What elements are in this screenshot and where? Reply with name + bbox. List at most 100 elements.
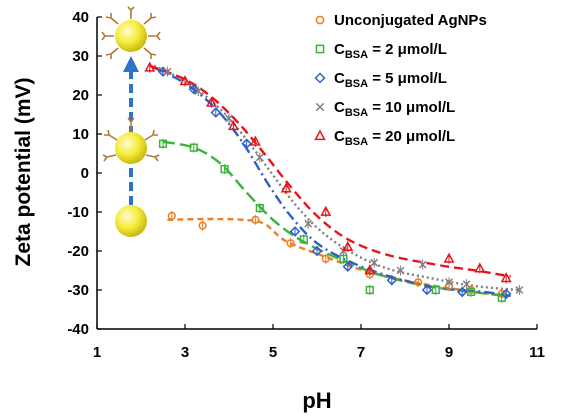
fit-line-series-1	[162, 140, 507, 298]
series-4-points	[144, 61, 512, 284]
legend-item-1: CBSA = 2 μmol/L	[315, 41, 447, 61]
legend-label-subscript: BSA	[345, 136, 368, 148]
legend-label-base: C	[334, 99, 345, 116]
legend-label-1: CBSA = 2 μmol/L	[334, 41, 447, 61]
data-point-series-2	[241, 138, 252, 150]
data-point-series-0	[251, 215, 260, 224]
legend-label-rest: = 2 μmol/L	[368, 41, 447, 58]
data-points	[144, 61, 524, 303]
data-point-series-2	[456, 286, 468, 298]
legend-label-base: C	[334, 41, 345, 58]
partly-conjugated-nanoparticle-icon	[102, 117, 160, 164]
y-tick-label: -10	[67, 204, 89, 221]
data-point-series-3	[194, 87, 203, 95]
legend-item-2: CBSA = 5 μmol/L	[314, 70, 447, 90]
legend-label-subscript: BSA	[345, 107, 368, 119]
x-tick-label: 9	[445, 344, 453, 361]
x-tick-label: 3	[181, 344, 189, 361]
legend-item-0: Unconjugated AgNPs	[315, 12, 487, 29]
legend-label-3: CBSA = 10 μmol/L	[334, 99, 455, 119]
legend-label-base: C	[334, 70, 345, 87]
data-point-series-3	[396, 266, 405, 275]
legend-marker-4	[314, 129, 326, 141]
y-tick-label: -40	[67, 321, 89, 338]
data-point-series-1	[365, 285, 374, 295]
legend-item-3: CBSA = 10 μmol/L	[315, 99, 455, 119]
y-axis-title: Zeta potential (mV)	[12, 77, 35, 266]
data-point-series-2	[289, 226, 301, 237]
data-point-series-2	[421, 284, 433, 296]
data-point-series-4	[364, 264, 376, 275]
data-point-series-1	[220, 164, 229, 174]
data-point-series-4	[205, 96, 217, 107]
data-point-series-4	[500, 272, 512, 283]
data-point-series-3	[304, 219, 313, 228]
data-point-series-3	[255, 153, 264, 162]
y-tick-label: 40	[72, 9, 89, 26]
data-point-series-2	[188, 83, 200, 95]
series-1-points	[158, 138, 506, 303]
bare-nanoparticle-icon	[115, 205, 147, 237]
data-point-series-4	[227, 120, 239, 131]
y-ticks: 40 30 20 10 0 -10 -20 -30 -40	[67, 9, 102, 338]
fit-line-series-0	[167, 217, 507, 298]
legend-label-base: C	[334, 128, 345, 145]
fully-conjugated-nanoparticle-icon	[101, 6, 161, 59]
legend-label-0: Unconjugated AgNPs	[334, 12, 487, 29]
data-point-series-4	[280, 182, 292, 193]
data-point-series-2	[386, 274, 398, 286]
data-point-series-3	[418, 260, 427, 269]
data-point-series-4	[443, 252, 455, 263]
data-point-series-3	[445, 278, 453, 287]
legend-item-4: CBSA = 20 μmol/L	[314, 128, 455, 148]
data-point-series-2	[210, 107, 222, 118]
y-tick-label: 0	[81, 165, 89, 182]
data-point-series-0	[167, 211, 176, 221]
series-3-points	[163, 66, 524, 295]
data-point-series-4	[342, 240, 354, 251]
y-tick-label: -30	[67, 282, 89, 299]
data-point-series-2	[500, 288, 512, 300]
y-tick-label: 30	[72, 48, 89, 65]
y-tick-label: 20	[72, 87, 89, 104]
y-tick-label: 10	[72, 126, 89, 143]
fit-lines	[149, 64, 520, 298]
legend-label-rest: = 10 μmol/L	[368, 99, 455, 116]
series-2-points	[157, 66, 512, 300]
legend-marker-3	[315, 102, 325, 112]
x-tick-label: 1	[93, 344, 101, 361]
legend-marker-0	[315, 15, 325, 25]
data-point-series-4	[179, 75, 191, 86]
fit-line-series-2	[153, 66, 511, 298]
legend-label-2: CBSA = 5 μmol/L	[334, 70, 447, 90]
x-ticks: 1 3 5 7 9 11	[93, 324, 545, 361]
legend-marker-1	[315, 44, 325, 54]
axes	[96, 17, 537, 330]
data-point-series-1	[431, 285, 440, 295]
data-point-series-0	[321, 254, 330, 263]
data-point-series-0	[414, 278, 423, 287]
data-point-series-2	[311, 245, 323, 257]
data-point-series-1	[466, 287, 476, 297]
fit-line-series-4	[149, 64, 511, 278]
data-point-series-4	[320, 205, 332, 216]
x-axis-title: pH	[302, 388, 331, 413]
legend-label-subscript: BSA	[345, 49, 368, 61]
legend-label-subscript: BSA	[345, 78, 368, 90]
data-point-series-3	[225, 114, 233, 123]
legend-label-rest: = 20 μmol/L	[368, 128, 455, 145]
data-point-series-4	[249, 135, 261, 146]
data-point-series-0	[198, 221, 207, 230]
data-point-series-4	[474, 262, 486, 273]
data-point-series-1	[299, 235, 308, 244]
data-point-series-2	[342, 261, 354, 272]
data-point-series-1	[255, 203, 264, 213]
upward-arrow-icon	[123, 56, 139, 72]
y-tick-label: -20	[67, 243, 89, 260]
data-point-series-3	[515, 286, 524, 294]
x-tick-label: 7	[357, 344, 365, 361]
data-point-series-0	[286, 239, 295, 248]
